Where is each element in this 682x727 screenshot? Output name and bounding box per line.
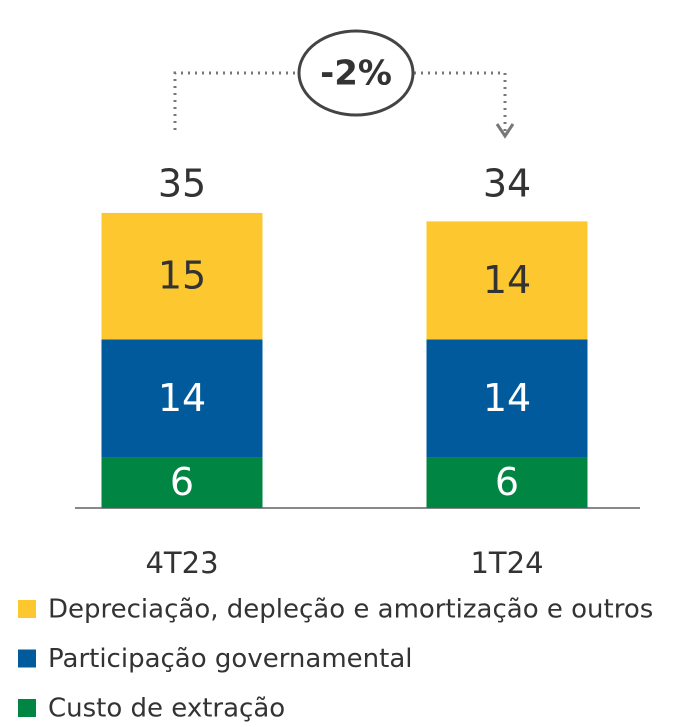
- value-label: 14: [483, 258, 531, 302]
- annotation-connector: [173, 71, 298, 130]
- bar-segment: [101, 212, 263, 340]
- x-tick-label: 4T23: [145, 546, 218, 580]
- legend-swatch: [18, 600, 36, 618]
- legend-label: Participação governamental: [48, 644, 413, 674]
- bar-segment: [426, 221, 588, 340]
- value-label: 6: [495, 460, 519, 504]
- bar-segment: [101, 457, 263, 508]
- legend-swatch: [18, 699, 36, 717]
- value-label: 6: [170, 460, 194, 504]
- legend-label: Custo de extração: [48, 694, 285, 724]
- annotation-ellipse: [297, 29, 415, 117]
- annotation-arrow: [495, 123, 515, 139]
- total-label: 34: [483, 162, 531, 206]
- annotation-connector: [414, 71, 507, 132]
- value-label: 14: [158, 376, 206, 420]
- annotation: -2%: [320, 54, 392, 94]
- bar-segment: [426, 339, 588, 458]
- total-label: 35: [158, 162, 206, 206]
- value-label: 15: [158, 254, 206, 298]
- bar-segment: [426, 457, 588, 508]
- x-tick-label: 1T24: [470, 546, 543, 580]
- value-label: 14: [483, 376, 531, 420]
- legend-swatch: [18, 649, 36, 668]
- bar-segment: [101, 339, 263, 458]
- legend-label: Depreciação, depleção e amortização e ou…: [48, 595, 653, 625]
